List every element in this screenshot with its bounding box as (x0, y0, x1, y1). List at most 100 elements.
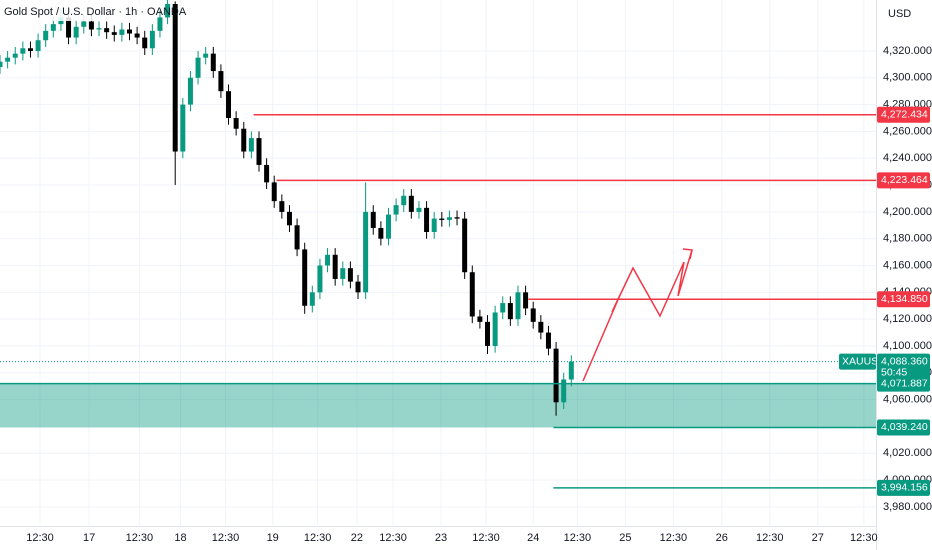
candle-body (454, 217, 460, 219)
candle-body (340, 268, 346, 279)
candle-body (172, 4, 178, 152)
y-tick-label: 4,160.000 (883, 259, 932, 271)
candle-body (27, 48, 33, 51)
candle-body (81, 21, 87, 27)
candle-body (88, 21, 94, 30)
x-tick-label: 12:30 (756, 532, 784, 544)
level-tag-label: 4,039.240 (881, 421, 928, 433)
candle-body (538, 321, 544, 333)
candle-body (66, 17, 72, 38)
candle-body (302, 249, 308, 306)
candle-body (401, 195, 407, 206)
demand-zone (0, 383, 876, 428)
y-tick-label: 4,180.000 (883, 233, 932, 245)
x-tick-label: 24 (527, 532, 539, 544)
price-tag-label: 4,088.360 (881, 355, 928, 367)
x-tick-label: 27 (812, 532, 824, 544)
candle-body (393, 205, 399, 215)
candle-body (446, 217, 452, 220)
y-tick-label: 4,120.000 (883, 313, 932, 325)
candle-body (5, 57, 11, 62)
candle-body (233, 118, 239, 129)
candle-body (370, 211, 376, 228)
y-tick-label: 3,980.000 (883, 501, 932, 513)
x-tick-label: 12:30 (379, 532, 407, 544)
x-tick-label: 25 (619, 532, 631, 544)
candle-body (187, 77, 193, 105)
level-tag (877, 479, 930, 496)
candle-body (439, 218, 445, 220)
level-tag (877, 291, 930, 308)
y-tick-label: 4,100.000 (883, 340, 932, 352)
candle-body (469, 272, 475, 317)
candle-body (424, 207, 430, 232)
y-tick-label: 4,240.000 (883, 152, 932, 164)
x-tick-label: 12:30 (126, 532, 154, 544)
candle-body (210, 53, 216, 72)
y-tick-label: 4,260.000 (883, 125, 932, 137)
candle-body (545, 332, 551, 349)
currency: USD (888, 8, 911, 20)
candle-body (12, 53, 18, 58)
level-tag-label: 4,223.464 (881, 174, 928, 186)
level-tag (877, 375, 930, 392)
candle-body (309, 292, 315, 306)
candle-body (332, 254, 338, 279)
candle-body (50, 24, 56, 31)
symbol-tag-label: XAUUSD (842, 355, 886, 367)
y-tick-label: 4,320.000 (883, 45, 932, 57)
candle-body (416, 207, 422, 212)
x-tick-label: 23 (435, 532, 447, 544)
y-tick-label: 4,020.000 (883, 447, 932, 459)
x-tick-label: 12:30 (660, 532, 688, 544)
candle-body (408, 195, 414, 212)
candle-body (347, 268, 353, 282)
x-tick-label: 18 (174, 532, 186, 544)
level-tag-label: 4,071.887 (881, 377, 928, 389)
candle-body (553, 348, 559, 403)
level-tag-label: 4,272.434 (881, 109, 928, 121)
title-bg (0, 3, 150, 21)
x-tick-label: 12:30 (212, 532, 240, 544)
candle-body (515, 292, 521, 320)
y-tick-label: 4,060.000 (883, 394, 932, 406)
candle-body (73, 26, 79, 38)
candle-body (286, 211, 292, 226)
projection-arrowhead (682, 248, 693, 260)
projection-path (582, 249, 693, 382)
candle-body (218, 71, 224, 92)
candle-body (492, 312, 498, 346)
level-tag-label: 3,994.156 (881, 482, 928, 494)
candle-body (363, 211, 369, 293)
candle-body (431, 218, 437, 232)
candle-body (530, 308, 536, 322)
candle-body (119, 29, 125, 35)
plot (0, 0, 876, 525)
candle-body (485, 321, 491, 346)
candle-body (294, 225, 300, 250)
candle-body (561, 379, 567, 403)
candle-body (157, 17, 163, 31)
candle-body (134, 33, 140, 38)
candle-body (241, 128, 247, 152)
candle-body (462, 218, 468, 273)
candle-body (477, 316, 483, 322)
candle-body (149, 30, 155, 49)
candle-body (126, 29, 132, 34)
candle-body (248, 138, 254, 152)
level-tag (877, 106, 930, 123)
candle-body (43, 30, 49, 41)
candle-body (203, 53, 209, 58)
x-tick-label: 12:30 (26, 532, 54, 544)
candle-body (35, 40, 41, 51)
x-tick-label: 22 (351, 532, 363, 544)
chart-title: Gold Spot / U.S. Dollar · 1h · OANDA (4, 6, 187, 18)
candle-body (264, 164, 270, 183)
price-tag (877, 353, 930, 380)
candle-body (568, 361, 574, 380)
countdown: 50:45 (881, 366, 907, 378)
candle-body (271, 182, 277, 202)
candle-body (378, 227, 384, 239)
candle-body (111, 32, 117, 35)
